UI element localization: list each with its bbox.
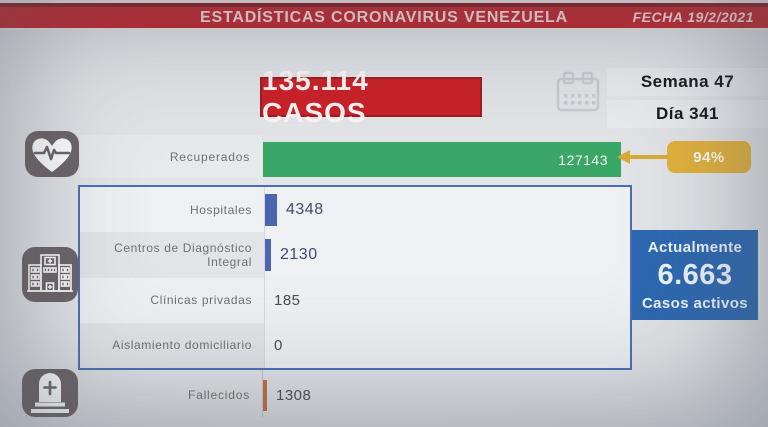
header-banner: ESTADÍSTICAS CORONAVIRUS VENEZUELA FECHA…: [0, 7, 768, 28]
deaths-label: Fallecidos: [187, 388, 250, 402]
row-label: Aislamiento domiciliario: [80, 322, 264, 368]
cdi-bar: [265, 238, 271, 271]
row-label: Centros de Diagnóstico Integral: [80, 232, 264, 278]
tombstone-icon: [22, 369, 78, 417]
page-title: ESTADÍSTICAS CORONAVIRUS VENEZUELA: [200, 9, 568, 26]
total-cases-box: 135.114 CASOS: [260, 65, 482, 128]
active-cases-caption: Actualmente: [647, 238, 743, 256]
banner-top-light-strip: [0, 0, 768, 3]
day-pill: Día 341: [607, 100, 768, 128]
date-label: FECHA 19/2/2021: [632, 9, 754, 25]
arrow-line: [629, 155, 671, 159]
table-row: Clínicas privadas 185: [80, 277, 630, 323]
row-value: 185: [274, 291, 301, 309]
deaths-value: 1308: [276, 386, 312, 404]
week-pill: Semana 47: [607, 68, 768, 96]
recovered-value: 127143: [558, 151, 608, 168]
row-value: 2130: [280, 245, 318, 263]
row-value: 0: [274, 336, 283, 354]
table-row: Hospitales 4348: [80, 187, 630, 233]
table-row: Centros de Diagnóstico Integral 2130: [80, 232, 630, 278]
active-cases-value: 6.663: [657, 258, 733, 291]
arrow-left-icon: [617, 150, 630, 164]
row-label: Clínicas privadas: [150, 293, 252, 308]
recovered-label: Recuperados: [80, 135, 262, 178]
recovered-bar: 127143: [263, 142, 621, 177]
table-row: Aislamiento domiciliario 0: [80, 322, 630, 368]
hospitales-bar: [265, 193, 277, 226]
calendar-icon: [555, 70, 601, 114]
total-cases-label: 135.114 CASOS: [262, 65, 369, 128]
heart-pulse-icon: [25, 131, 79, 177]
active-cases-box: Actualmente 6.663 Casos activos: [632, 230, 758, 320]
banner-top-dark-strip: [0, 3, 768, 7]
active-cases-subcaption: Casos activos: [641, 294, 749, 312]
day-label: Día 341: [655, 104, 720, 123]
banner-bottom-light-strip: [0, 28, 768, 30]
care-locations-box: Hospitales 4348 Centros de Diagnóstico I…: [78, 185, 632, 370]
row-label: Hospitales: [189, 202, 252, 217]
hospital-icon: [22, 247, 78, 302]
deaths-bar: [263, 379, 267, 411]
deaths-bar-row: 1308: [263, 375, 311, 415]
recovered-percent-badge: 94%: [667, 141, 751, 173]
row-value: 4348: [286, 200, 324, 218]
column-divider: [262, 370, 263, 417]
week-label: Semana 47: [640, 72, 735, 91]
